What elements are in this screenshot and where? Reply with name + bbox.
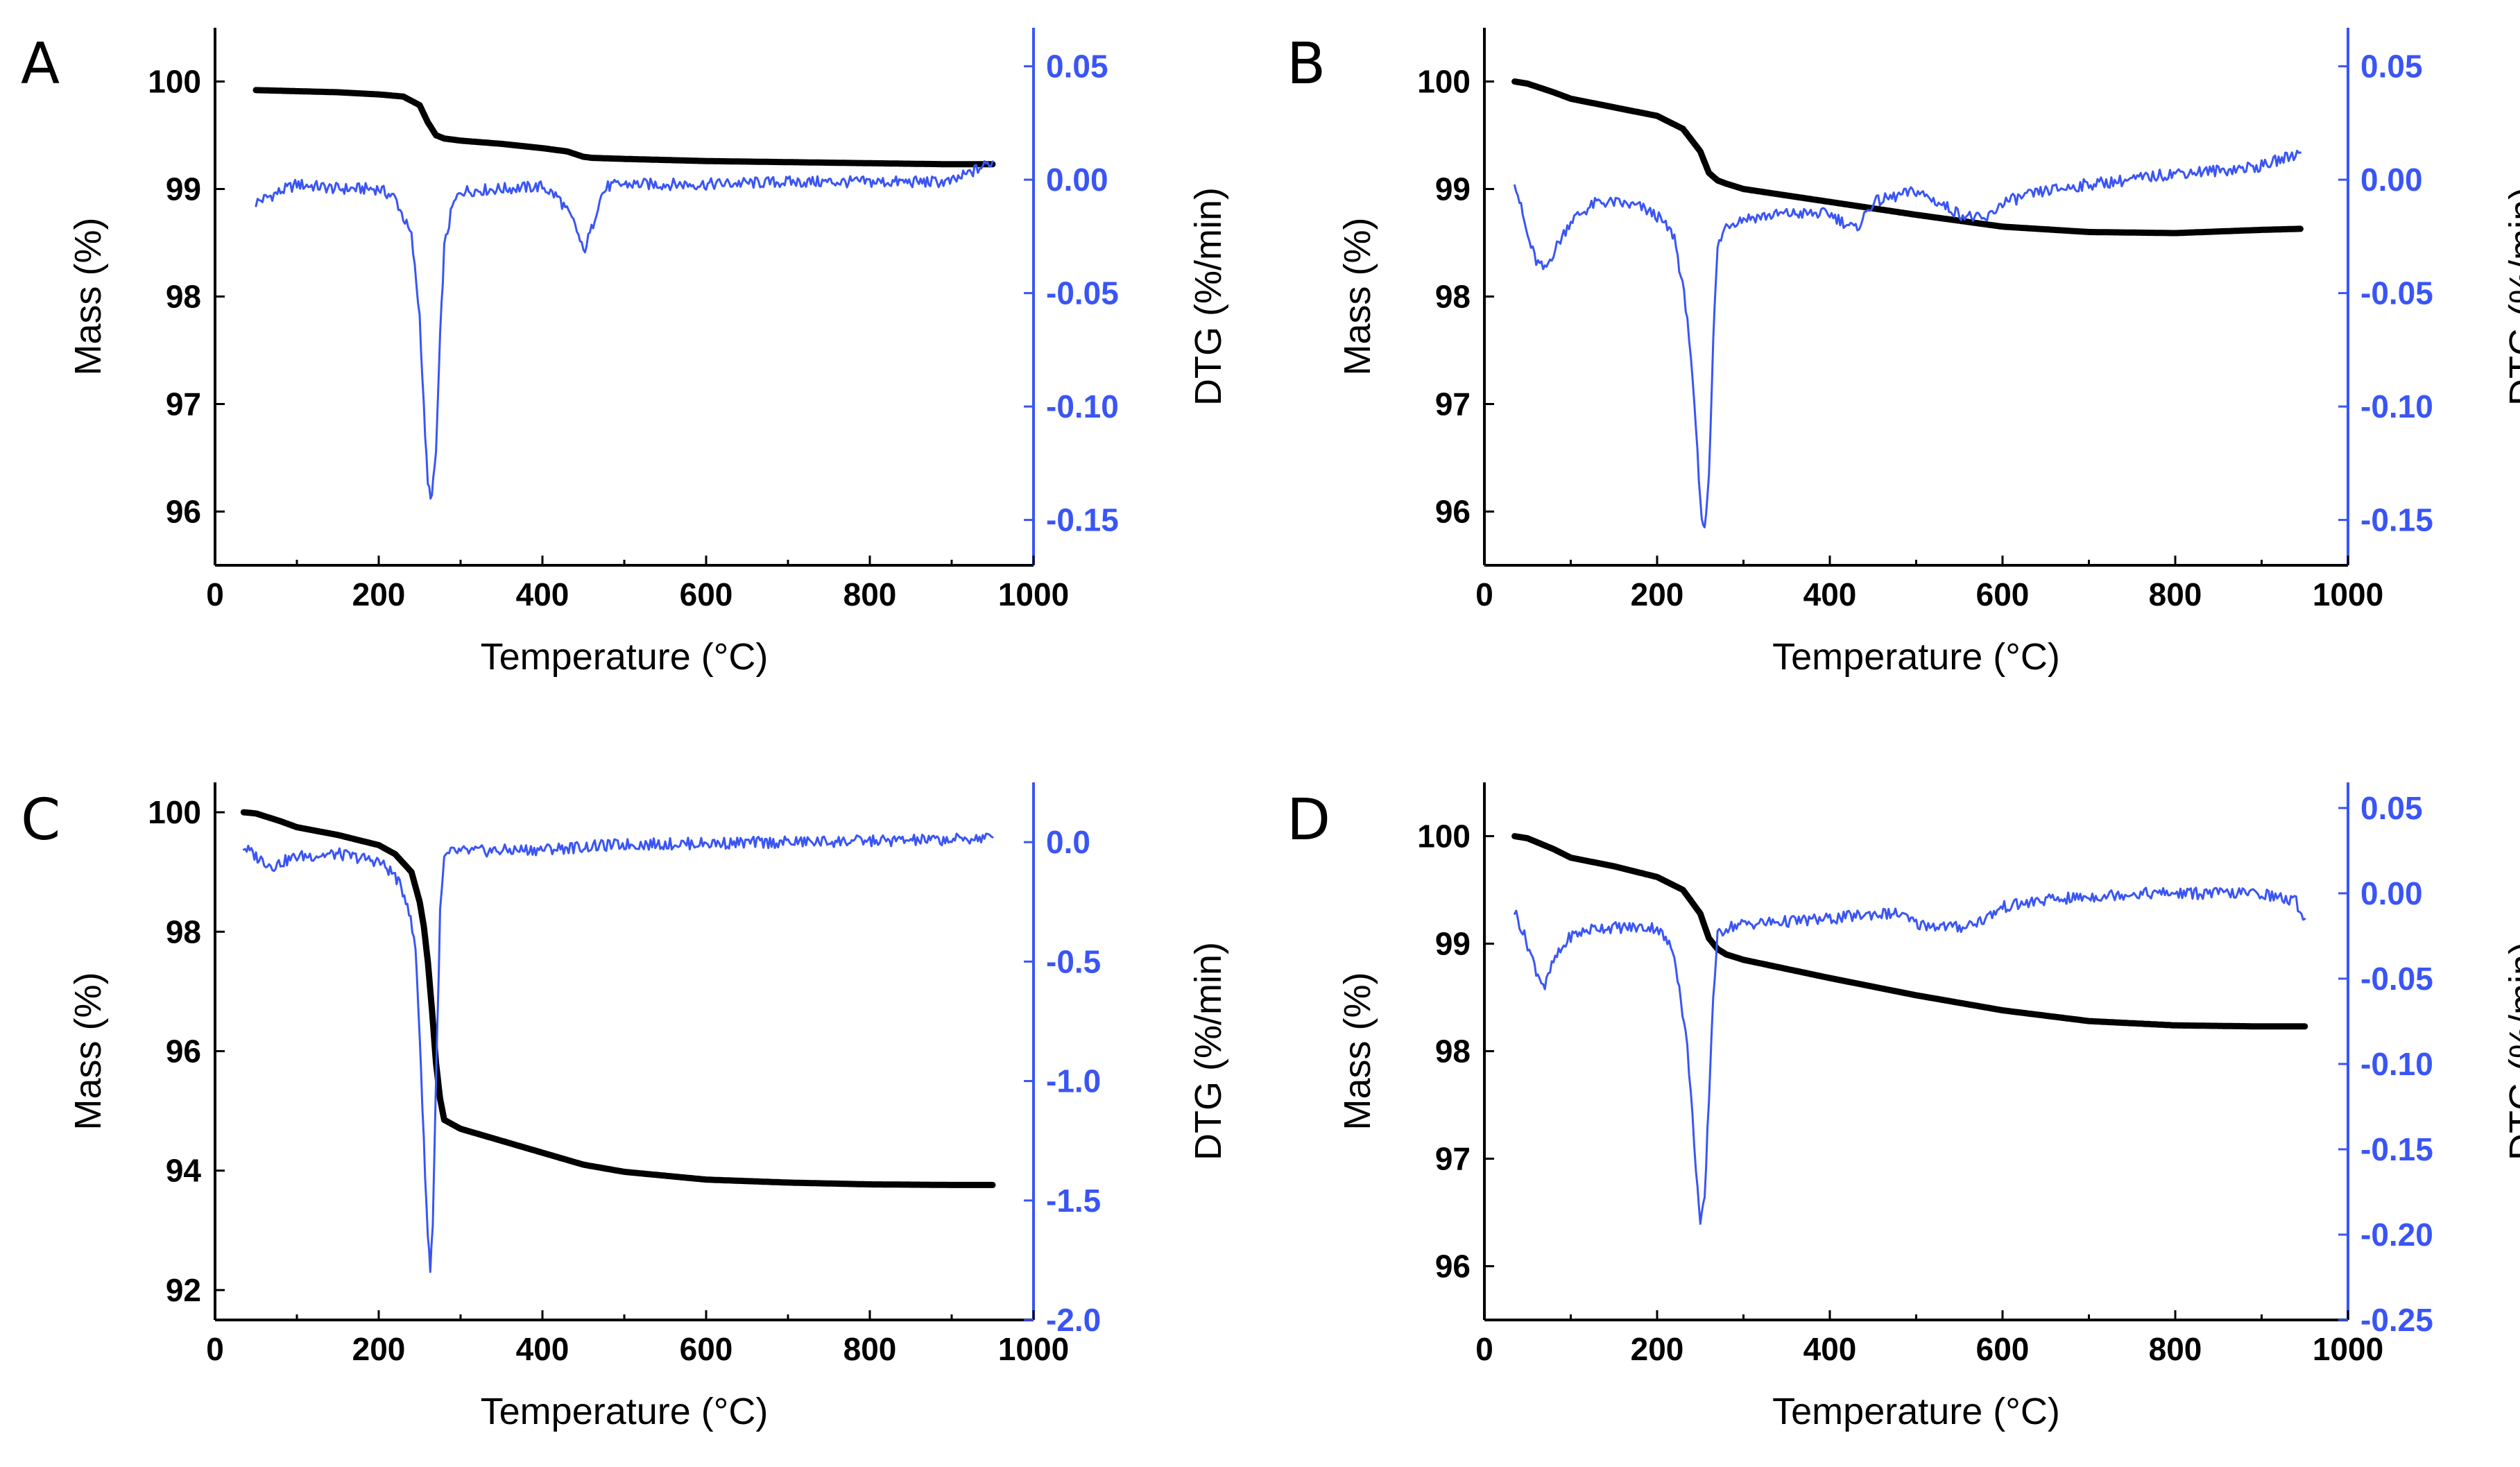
mass-series-line [240, 809, 996, 1188]
y2-tick-label: 0.0 [1046, 824, 1090, 860]
x-tick-label: 400 [516, 1331, 569, 1367]
y-tick-label: 96 [166, 494, 201, 530]
x-tick-label: 0 [206, 576, 224, 612]
y-tick-label: 99 [1435, 171, 1471, 207]
panel-b: B 0 200 400 600 800 1000 96 97 98 99 100 0.05 0.00 -0… [1287, 28, 2520, 678]
y2-tick-label: 0.05 [2360, 49, 2423, 85]
y2-axis-title: DTG (%/min) [1188, 187, 1229, 406]
x-tick-label: 800 [2149, 1331, 2202, 1367]
x-tick-label: 800 [2149, 576, 2202, 612]
y2-tick-label: -0.15 [2360, 1131, 2433, 1167]
x-tick-label: 1000 [998, 1331, 1069, 1367]
x-tick-label: 600 [680, 1331, 733, 1367]
y-tick-label: 96 [1435, 1249, 1471, 1285]
panel-c: C 0 200 400 600 800 1000 92 94 96 98 100 0.0 -0.5 -1.… [21, 782, 1229, 1432]
y2-tick-label: -0.25 [2360, 1302, 2433, 1338]
y-tick-label: 96 [1435, 494, 1471, 530]
panel-a: A 0 200 400 600 800 1000 96 97 98 99 100 0.05 0.00 -0… [21, 28, 1229, 678]
y-tick-label: 97 [166, 386, 201, 422]
y2-tick-label: -1.5 [1046, 1183, 1101, 1219]
y2-tick-label: 0.00 [2360, 875, 2423, 911]
y-axis-title: Mass (%) [1337, 972, 1378, 1131]
y2-tick-label: -0.05 [1046, 275, 1119, 311]
y-tick-label: 100 [148, 794, 201, 830]
y-tick-label: 98 [1435, 279, 1471, 315]
y2-tick-label: -0.05 [2360, 961, 2433, 997]
x-axis-title: Temperature (°C) [1772, 636, 2060, 678]
y2-tick-label: -0.10 [2360, 1046, 2433, 1082]
x-tick-label: 0 [1475, 1331, 1493, 1367]
y-tick-label: 96 [166, 1033, 201, 1070]
y2-tick-label: 0.00 [2360, 162, 2423, 198]
y-tick-label: 92 [166, 1272, 201, 1308]
y2-tick-label: -2.0 [1046, 1302, 1101, 1338]
x-axis-title: Temperature (°C) [481, 636, 769, 678]
y2-tick-label: -1.0 [1046, 1063, 1101, 1099]
y-tick-label: 99 [1435, 926, 1471, 962]
x-tick-label: 200 [1631, 576, 1684, 612]
x-axis-title: Temperature (°C) [1772, 1391, 2060, 1432]
y-axis-title: Mass (%) [67, 218, 109, 376]
dtg-series-line [242, 832, 994, 1273]
y2-tick-label: -0.10 [2360, 388, 2433, 424]
x-tick-label: 200 [352, 576, 406, 612]
y-tick-label: 94 [166, 1153, 202, 1189]
x-tick-label: 800 [843, 1331, 897, 1367]
panel-letter-d: D [1287, 787, 1330, 853]
panel-d: D 0 200 400 600 800 1000 96 97 98 99 100 0.05 0.00 -0… [1287, 782, 2520, 1432]
y-tick-label: 100 [1417, 64, 1471, 100]
y-tick-label: 100 [1417, 818, 1471, 855]
x-tick-label: 600 [680, 576, 733, 612]
y-tick-label: 97 [1435, 386, 1471, 422]
mass-series-line [252, 87, 996, 168]
y-axis-title: Mass (%) [1337, 218, 1378, 376]
y-tick-label: 98 [166, 279, 201, 315]
mass-series-line [1511, 78, 2304, 237]
x-tick-label: 600 [1976, 1331, 2030, 1367]
x-tick-label: 400 [1803, 1331, 1857, 1367]
x-tick-label: 400 [516, 576, 569, 612]
y2-tick-label: -0.15 [1046, 502, 1119, 538]
y-tick-label: 99 [166, 171, 201, 207]
y-tick-label: 98 [166, 913, 201, 950]
dtg-series-line [1514, 149, 2302, 529]
y2-axis-title: DTG (%/min) [2502, 187, 2520, 406]
x-tick-label: 800 [843, 576, 897, 612]
panel-letter-c: C [21, 787, 60, 853]
y-tick-label: 98 [1435, 1033, 1471, 1070]
dtg-series-line [255, 160, 994, 500]
x-tick-label: 1000 [998, 576, 1069, 612]
y2-axis-title: DTG (%/min) [2502, 942, 2520, 1160]
y2-tick-label: -0.10 [1046, 388, 1119, 424]
x-tick-label: 200 [352, 1331, 406, 1367]
x-tick-label: 600 [1976, 576, 2030, 612]
mass-series-line [1511, 833, 2308, 1030]
x-tick-label: 1000 [2313, 1331, 2383, 1367]
y2-tick-label: -0.15 [2360, 502, 2433, 538]
x-tick-label: 200 [1631, 1331, 1684, 1367]
y2-tick-label: 0.05 [2360, 790, 2423, 826]
x-axis-title: Temperature (°C) [481, 1391, 769, 1432]
y2-tick-label: -0.05 [2360, 275, 2433, 311]
y2-tick-label: -0.5 [1046, 943, 1101, 979]
y-tick-label: 97 [1435, 1141, 1471, 1177]
y2-tick-label: -0.20 [2360, 1217, 2433, 1253]
x-tick-label: 400 [1803, 576, 1857, 612]
y-axis-title: Mass (%) [67, 972, 109, 1131]
y2-tick-label: 0.05 [1046, 49, 1108, 85]
y-tick-label: 100 [148, 64, 201, 100]
y2-axis-title: DTG (%/min) [1188, 942, 1229, 1160]
dtg-series-line [1514, 886, 2306, 1225]
panel-letter-a: A [21, 31, 60, 97]
x-tick-label: 1000 [2313, 576, 2383, 612]
x-tick-label: 0 [1475, 576, 1493, 612]
y2-tick-label: 0.00 [1046, 162, 1108, 198]
panel-letter-b: B [1287, 31, 1326, 97]
x-tick-label: 0 [206, 1331, 224, 1367]
